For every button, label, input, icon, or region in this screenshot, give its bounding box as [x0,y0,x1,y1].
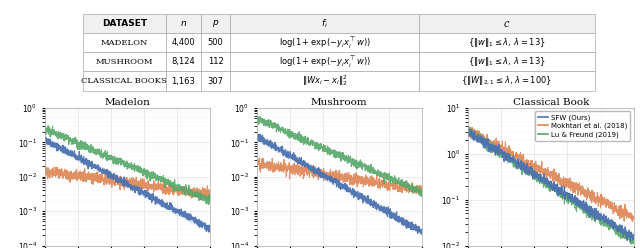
Title: Mushroom: Mushroom [311,98,367,107]
Legend: SFW (Ours), Mokhtari et al. (2018), Lu & Freund (2019): SFW (Ours), Mokhtari et al. (2018), Lu &… [535,111,630,141]
Title: Madelon: Madelon [104,98,150,107]
Title: Classical Book: Classical Book [513,98,589,107]
